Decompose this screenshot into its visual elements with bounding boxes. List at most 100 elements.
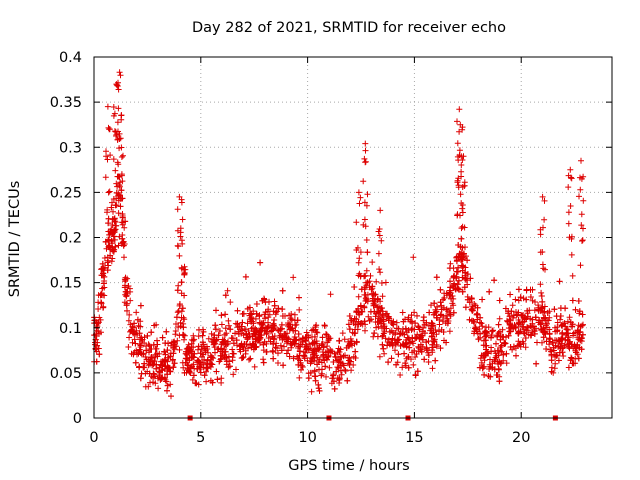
- data-point: [408, 326, 415, 333]
- y-tick-label: 0.1: [59, 321, 82, 337]
- data-point: [496, 358, 503, 365]
- data-point: [124, 289, 131, 295]
- data-point: [579, 331, 586, 338]
- data-point: [454, 179, 461, 186]
- data-point: [559, 330, 565, 337]
- data-point: [296, 343, 303, 350]
- data-point: [407, 339, 414, 346]
- data-point: [468, 317, 475, 324]
- data-point: [104, 259, 111, 266]
- data-point: [505, 318, 511, 325]
- data-point: [393, 361, 400, 368]
- data-point: [197, 350, 204, 357]
- data-point: [459, 157, 466, 163]
- data-point: [464, 296, 471, 303]
- data-point: [565, 220, 572, 227]
- data-point: [345, 321, 352, 328]
- data-point: [459, 209, 466, 216]
- data-point: [503, 360, 510, 367]
- data-point: [117, 135, 124, 142]
- data-point: [184, 366, 191, 373]
- data-point: [212, 322, 219, 329]
- data-point: [463, 253, 469, 260]
- data-point: [565, 209, 572, 216]
- data-point: [483, 342, 490, 349]
- data-point: [507, 291, 514, 298]
- data-point: [352, 348, 359, 355]
- data-point: [281, 335, 287, 342]
- data-point: [510, 314, 517, 321]
- data-point: [346, 361, 353, 368]
- y-tick-label: 0.25: [50, 185, 82, 201]
- data-point: [307, 369, 314, 376]
- data-point: [237, 342, 244, 349]
- data-point: [240, 310, 247, 317]
- data-point: [405, 364, 412, 371]
- data-point: [351, 284, 358, 290]
- data-point: [490, 327, 496, 334]
- data-point: [380, 332, 386, 339]
- data-point: [356, 255, 363, 262]
- data-point: [459, 205, 466, 212]
- data-point: [201, 372, 208, 379]
- data-point: [359, 308, 366, 315]
- data-point: [373, 278, 380, 285]
- data-point: [104, 103, 111, 110]
- data-point: [230, 350, 237, 357]
- data-point: [240, 354, 247, 360]
- data-point: [493, 352, 500, 359]
- data-point: [171, 360, 178, 367]
- data-point: [307, 360, 314, 367]
- data-point: [462, 264, 469, 271]
- data-point: [286, 353, 293, 360]
- x-tick-label: 15: [405, 430, 423, 446]
- data-point: [198, 346, 205, 353]
- data-point: [208, 338, 215, 345]
- data-point: [197, 369, 204, 376]
- data-point: [232, 330, 238, 337]
- data-point: [290, 355, 297, 362]
- data-point: [539, 193, 546, 200]
- data-point: [266, 311, 273, 318]
- data-point: [118, 116, 125, 123]
- data-point: [261, 338, 268, 345]
- data-point: [455, 264, 462, 271]
- data-point: [560, 353, 567, 359]
- data-point: [100, 303, 107, 310]
- data-point: [541, 315, 547, 322]
- data-point: [202, 349, 209, 356]
- data-point: [487, 373, 494, 380]
- data-point: [291, 336, 298, 343]
- data-point: [176, 193, 183, 200]
- data-point: [221, 346, 228, 352]
- data-point: [113, 222, 120, 229]
- data-point: [187, 347, 194, 354]
- data-point: [557, 316, 564, 323]
- chart-title: Day 282 of 2021, SRMTID for receiver ech…: [192, 20, 506, 36]
- data-point: [256, 312, 263, 319]
- data-point: [450, 309, 457, 316]
- data-point: [382, 335, 389, 342]
- data-point: [195, 346, 201, 353]
- data-point: [428, 325, 435, 332]
- data-point: [353, 309, 360, 316]
- data-point: [462, 304, 469, 311]
- data-point: [451, 272, 458, 279]
- data-point: [316, 387, 323, 394]
- data-point: [161, 365, 168, 372]
- data-point: [153, 365, 160, 372]
- data-point: [433, 314, 440, 321]
- data-point: [151, 322, 158, 329]
- data-point: [459, 255, 466, 262]
- data-point: [247, 310, 254, 317]
- data-point: [178, 308, 185, 315]
- data-point: [355, 272, 362, 279]
- data-point: [374, 333, 381, 340]
- data-point: [500, 351, 507, 358]
- data-point: [124, 307, 130, 314]
- data-point: [371, 298, 378, 305]
- data-point: [112, 226, 119, 233]
- data-point: [190, 372, 197, 379]
- data-point: [195, 358, 202, 365]
